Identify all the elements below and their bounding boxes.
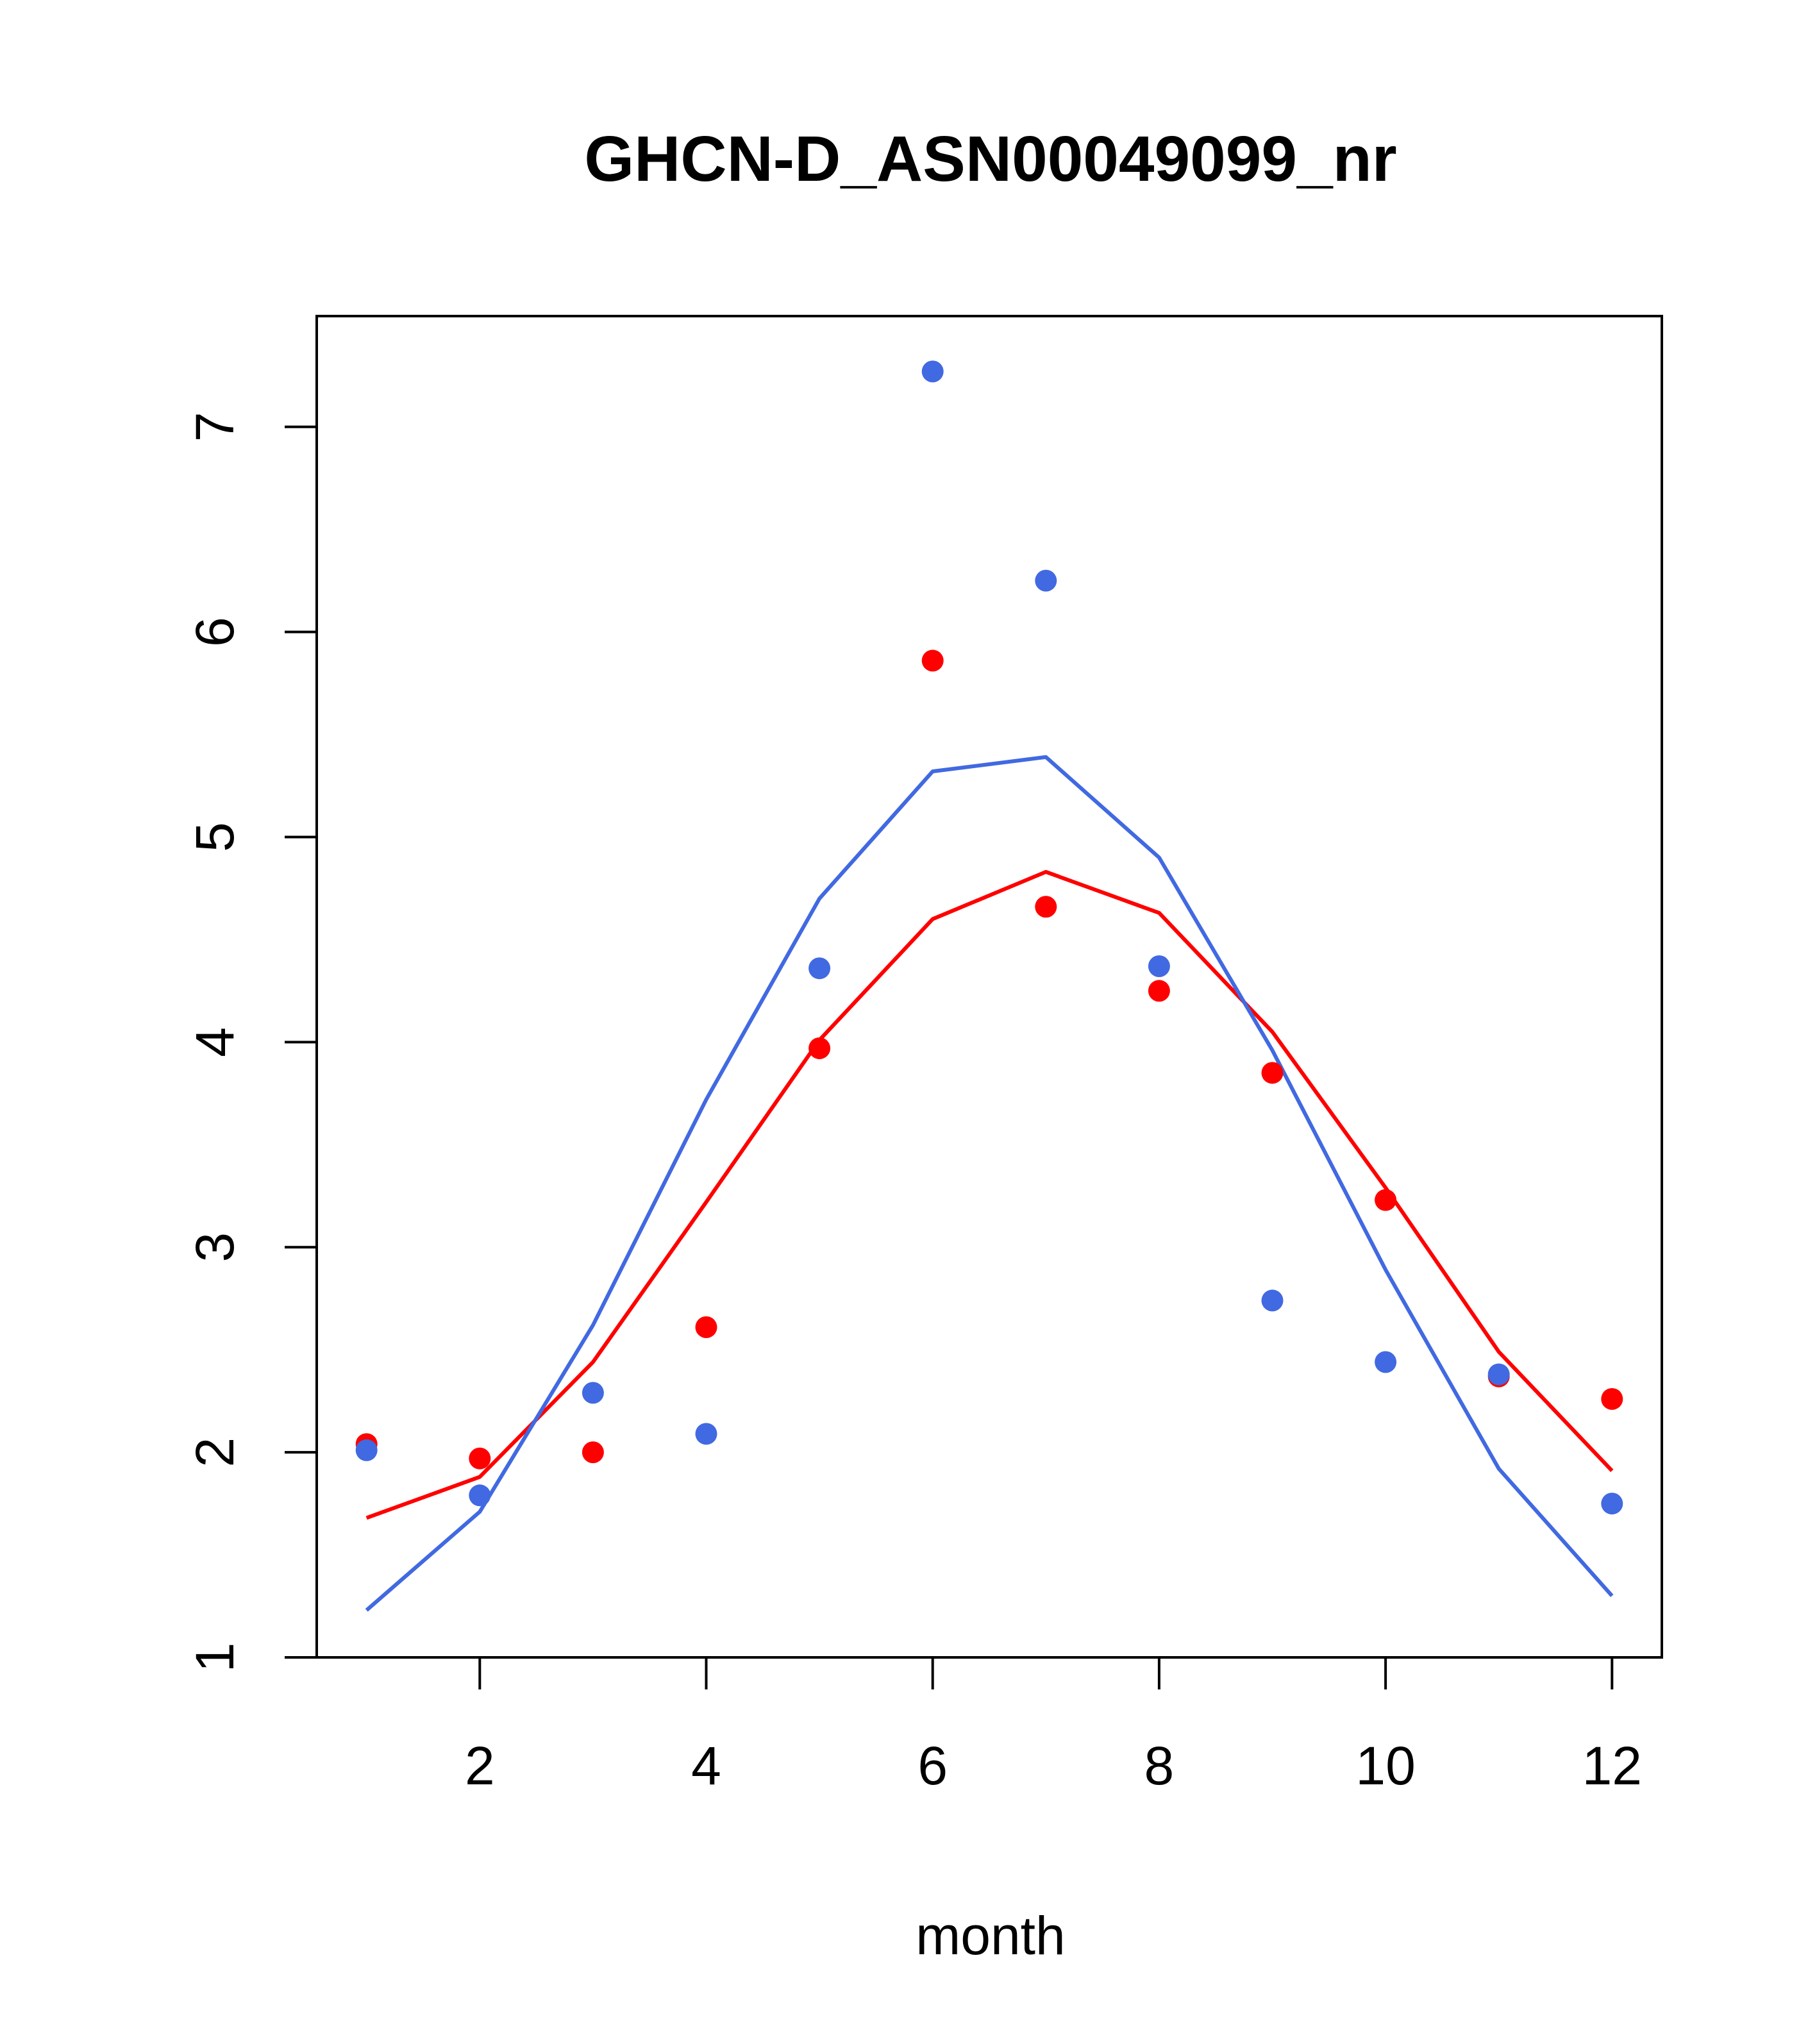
series-2-point [808,957,831,980]
x-axis-label: month [916,1906,1065,1966]
x-tick-label: 12 [1582,1736,1642,1796]
x-tick-label: 10 [1355,1736,1415,1796]
series-1-point [808,1037,831,1059]
series-1-point [1375,1189,1397,1211]
y-tick-label: 1 [185,1643,245,1673]
x-axis: 2 4 6 8 10 12 [465,1656,1642,1796]
x-tick-label: 2 [465,1736,495,1796]
y-tick-label: 6 [185,617,245,647]
y-tick-label: 4 [185,1027,245,1057]
x-tick-label: 8 [1144,1736,1175,1796]
y-axis: 1 2 3 4 5 6 7 [185,412,318,1673]
series-2-point [582,1382,604,1404]
series-1-point [1148,980,1170,1002]
y-tick-label: 7 [185,412,245,442]
series-1-point [695,1316,717,1338]
y-tick-label: 3 [185,1232,245,1262]
series-layer [355,360,1623,1612]
series-2-point [469,1484,491,1507]
series-2-point [695,1423,717,1445]
series-2-point [1375,1351,1397,1373]
series-2-point [1148,955,1170,978]
series-2-point [1035,569,1057,592]
series-1-point [1035,896,1057,918]
series-1-point [582,1441,604,1464]
series-2-point [355,1439,378,1461]
series-2-point [921,360,944,383]
y-tick-label: 5 [185,822,245,852]
y-tick-label: 2 [185,1437,245,1468]
x-tick-label: 6 [917,1736,948,1796]
chart-title: GHCN-D_ASN00049099_nr [584,123,1396,195]
series-2-line [365,755,1614,1612]
series-1-point [469,1447,491,1470]
series-2-point [1487,1363,1510,1386]
x-tick-label: 4 [691,1736,721,1796]
series-2-point [1601,1493,1623,1515]
series-2-point [1261,1289,1284,1312]
plot-frame [315,315,1663,1659]
series-1-point [1261,1062,1284,1084]
series-1-point [1601,1387,1623,1410]
series-1-point [921,649,944,672]
series-1-line [365,869,1614,1520]
